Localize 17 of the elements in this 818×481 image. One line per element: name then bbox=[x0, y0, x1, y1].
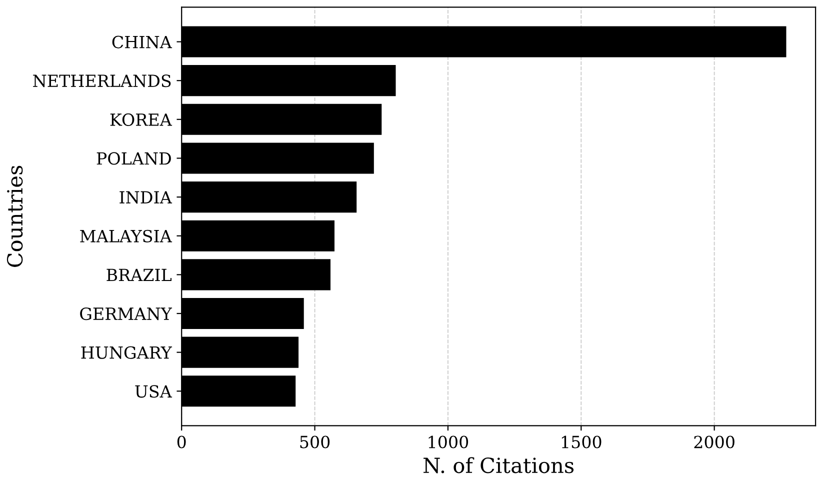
x-tick-label: 1000 bbox=[428, 436, 468, 448]
x-axis-title: N. of Citations bbox=[424, 457, 574, 474]
y-tick-label: NETHERLANDS bbox=[33, 74, 171, 88]
y-tick-label: INDIA bbox=[120, 191, 172, 204]
y-tick-label: HUNGARY bbox=[81, 346, 172, 359]
x-tick-label: 1500 bbox=[562, 436, 602, 448]
y-tick-label: CHINA bbox=[112, 36, 172, 48]
x-tick-label: 0 bbox=[177, 436, 186, 448]
y-tick-label: POLAND bbox=[96, 152, 171, 165]
y-tick-label: KOREA bbox=[110, 113, 172, 126]
y-tick-label: GERMANY bbox=[80, 307, 172, 320]
y-axis-title: Countries bbox=[6, 166, 23, 267]
y-tick-label: USA bbox=[135, 385, 172, 398]
y-tick-label: MALAYSIA bbox=[80, 230, 172, 242]
y-tick-label: BRAZIL bbox=[106, 268, 172, 282]
x-tick-label: 2000 bbox=[694, 436, 734, 448]
x-tick-label: 500 bbox=[300, 436, 330, 448]
